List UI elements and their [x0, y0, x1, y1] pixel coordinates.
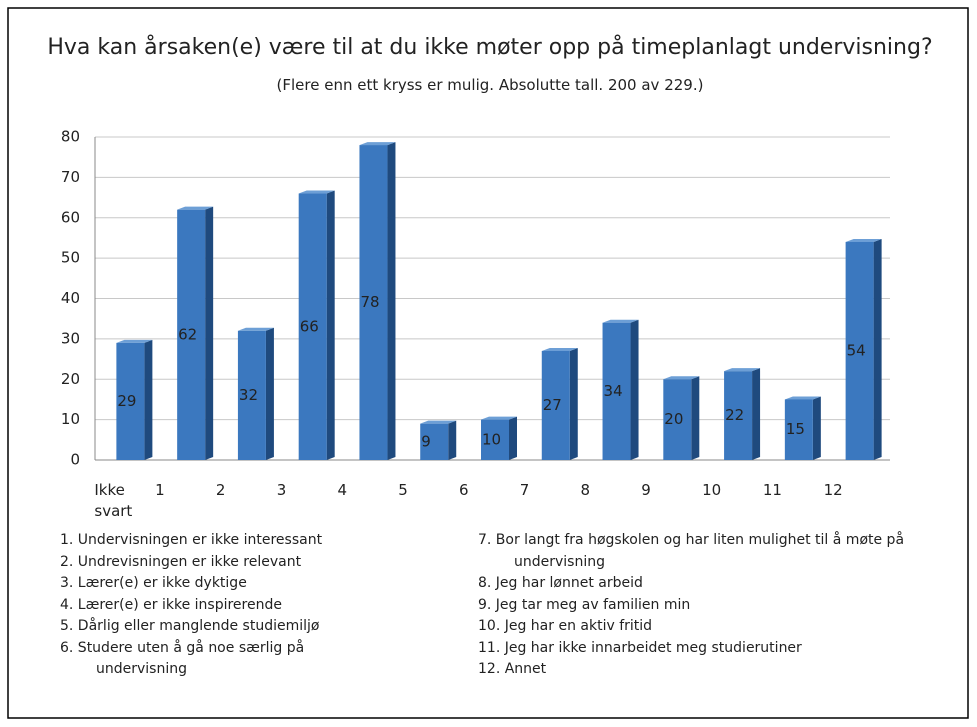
- data-label: 27: [543, 396, 562, 414]
- notes-right: 7. Bor langt fra høgskolen og har liten …: [478, 530, 918, 681]
- x-tick-label: 6: [459, 481, 469, 499]
- note: 9. Jeg tar meg av familien min: [478, 596, 691, 613]
- bar-side: [144, 339, 153, 460]
- x-tick-label: 12: [823, 481, 843, 499]
- data-label: 9: [421, 432, 431, 450]
- bar: [724, 371, 753, 460]
- y-tick-label: 60: [61, 208, 80, 226]
- y-tick-label: 70: [61, 168, 80, 186]
- bar: [359, 145, 388, 460]
- data-label: 22: [725, 406, 744, 424]
- bar-top: [541, 347, 578, 351]
- chart-title: Hva kan årsaken(e) være til at du ikke m…: [47, 35, 933, 60]
- bar: [237, 330, 266, 460]
- data-label: 15: [786, 420, 805, 438]
- bar-top: [663, 376, 700, 380]
- data-label: 66: [300, 317, 319, 335]
- bar: [602, 322, 631, 460]
- bar-top: [481, 416, 517, 420]
- bar: [481, 419, 509, 460]
- bar-side: [205, 206, 214, 460]
- note: 1. Undervisningen er ikke interessant: [60, 532, 323, 548]
- bar-side: [387, 142, 396, 460]
- x-tick-label: 8: [580, 481, 591, 499]
- bar-top: [724, 368, 761, 372]
- note: 4. Lærer(e) er ikke inspirerende: [60, 596, 282, 613]
- bar-side: [448, 420, 457, 460]
- bar: [420, 423, 449, 460]
- bar: [784, 399, 813, 460]
- bar: [845, 241, 874, 460]
- note: 7. Bor langt fra høgskolen og har liten …: [478, 532, 905, 570]
- bar-top: [177, 206, 214, 210]
- bar-top: [845, 238, 882, 242]
- x-tick-label: 10: [702, 481, 722, 499]
- y-tick-label: 30: [61, 329, 80, 347]
- y-tick-label: 40: [61, 289, 80, 307]
- x-tick-label: 7: [519, 481, 530, 499]
- y-tick-label: 10: [61, 410, 80, 428]
- bar-side: [569, 347, 578, 460]
- bar: [541, 350, 570, 460]
- x-tick-label: 9: [641, 481, 651, 499]
- bar: [177, 209, 206, 460]
- bar-top: [602, 319, 639, 323]
- bar-side: [509, 416, 517, 460]
- bar-side: [326, 190, 335, 460]
- bar-top: [784, 396, 821, 400]
- data-label: 20: [664, 410, 683, 428]
- chart-subtitle: (Flere enn ett kryss er mulig. Absolutte…: [276, 76, 704, 94]
- note: 11. Jeg har ikke innarbeidet meg studier…: [478, 639, 802, 656]
- bar: [116, 342, 145, 460]
- chart-title-block: Hva kan årsaken(e) være til at du ikke m…: [40, 30, 940, 103]
- data-label: 54: [847, 341, 866, 359]
- x-tick-label: 5: [398, 481, 408, 499]
- notes-left: 1. Undervisningen er ikke interessant 2. …: [60, 530, 390, 681]
- note: 3. Lærer(e) er ikke dyktige: [60, 575, 247, 591]
- bar-top: [359, 142, 396, 146]
- x-tick-label: 11: [762, 481, 782, 499]
- bar-top: [298, 190, 335, 194]
- frame: [7, 7, 969, 719]
- y-tick-label: 0: [70, 451, 80, 469]
- data-label: 78: [360, 293, 379, 311]
- bar-side: [752, 368, 761, 460]
- bar-top: [237, 327, 274, 331]
- note: 5. Dårlig eller manglende studiemiljø: [60, 618, 320, 634]
- bar-side: [630, 319, 639, 460]
- note: 6. Studere uten å gå noe særlig på under…: [60, 639, 305, 678]
- bar-side: [812, 396, 821, 460]
- bar-side: [691, 376, 700, 460]
- data-label: 62: [178, 325, 197, 343]
- x-tick-label: Ikke svart: [94, 481, 133, 520]
- bar-top: [420, 420, 457, 424]
- bar: [663, 379, 692, 460]
- data-label: 10: [482, 430, 501, 448]
- bar-side: [265, 327, 274, 460]
- bar: [298, 193, 327, 460]
- x-tick-label: 3: [276, 481, 287, 499]
- bar-side: [873, 238, 882, 460]
- note: 10. Jeg har en aktiv fritid: [478, 618, 653, 634]
- x-tick-label: 4: [337, 481, 347, 499]
- y-tick-label: 50: [61, 249, 80, 267]
- bar-top: [116, 339, 153, 343]
- data-label: 29: [117, 392, 136, 410]
- y-tick-label: 20: [61, 370, 80, 388]
- x-tick-label: 2: [215, 481, 226, 499]
- note: 8. Jeg har lønnet arbeid: [478, 575, 643, 591]
- data-label: 34: [604, 382, 623, 400]
- note: 12. Annet: [478, 661, 547, 677]
- x-tick-label: 1: [155, 481, 165, 499]
- data-label: 32: [239, 386, 258, 404]
- y-tick-label: 80: [61, 128, 80, 146]
- note: 2. Undrevisningen er ikke relevant: [60, 553, 302, 570]
